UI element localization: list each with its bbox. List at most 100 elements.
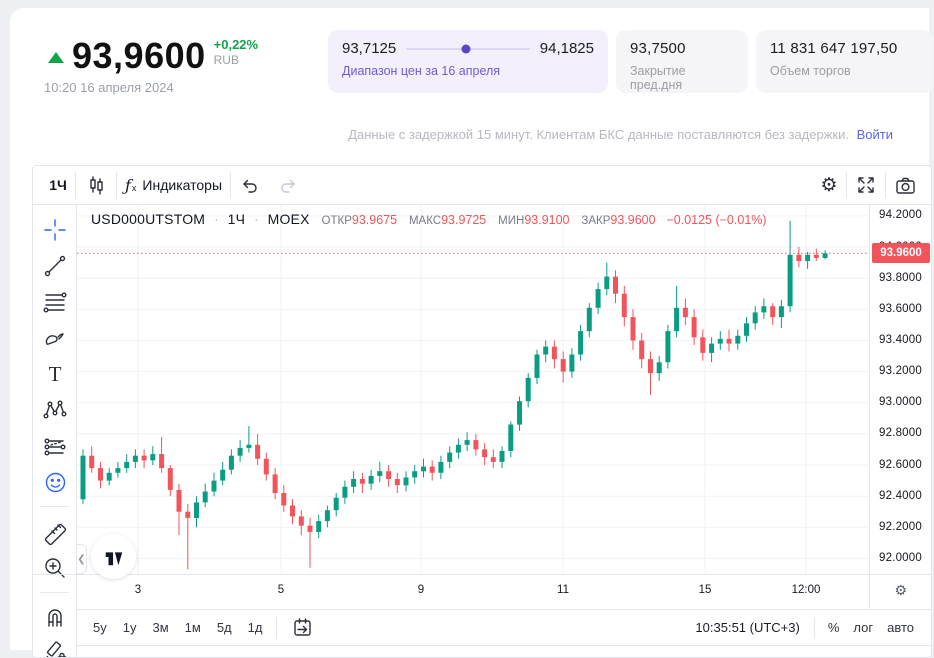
price-axis-label: 92.6000 xyxy=(879,459,922,471)
time-axis-label: 3 xyxy=(135,584,141,596)
crosshair-icon xyxy=(42,217,68,243)
price-axis-label: 92.8000 xyxy=(879,427,922,439)
camera-icon xyxy=(894,174,917,197)
time-axis-label: 12:00 xyxy=(792,584,821,596)
legend-open: 93.9675 xyxy=(352,213,397,227)
last-price: 93,9600 xyxy=(72,34,206,78)
xabcd-pattern-icon xyxy=(42,397,68,423)
chart-legend[interactable]: USD000UTSTOM · 1Ч · MOEX ОТКР93.9675 МАК… xyxy=(91,211,767,227)
fib-retracement-tool[interactable] xyxy=(41,288,69,316)
legend-exchange: MOEX xyxy=(268,211,310,227)
chart-plot-area[interactable] xyxy=(77,205,869,574)
fib-retracement-icon xyxy=(42,289,68,315)
measure-tool[interactable] xyxy=(41,520,69,548)
price-axis-label: 93.2000 xyxy=(879,365,922,377)
trend-line-tool[interactable] xyxy=(41,252,69,280)
day-range-card: 93,7125 94,1825 Диапазон цен за 16 апрел… xyxy=(328,30,608,93)
candles-icon xyxy=(84,173,108,197)
delay-notice: Данные с задержкой 15 минут. Клиентам БК… xyxy=(348,127,893,142)
snapshot-button[interactable] xyxy=(886,170,925,200)
prev-close-label: Закрытие пред.дня xyxy=(630,64,734,92)
time-axis-label: 11 xyxy=(557,584,569,596)
range-button-1y[interactable]: 1y xyxy=(115,616,145,639)
price-axis-label: 92.2000 xyxy=(879,521,922,533)
indicators-label: Индикаторы xyxy=(142,177,222,193)
ruler-icon xyxy=(42,521,69,548)
emoji-tool[interactable] xyxy=(41,468,69,496)
smiley-icon xyxy=(43,470,68,495)
fullscreen-button[interactable] xyxy=(847,170,885,200)
forecast-icon xyxy=(42,433,68,459)
chart-settings-button[interactable]: ⚙ xyxy=(812,170,846,200)
go-to-date-button[interactable] xyxy=(283,613,322,643)
price-up-triangle-icon xyxy=(48,52,64,63)
brush-tool[interactable] xyxy=(41,324,69,352)
chart-type-button[interactable] xyxy=(76,170,116,200)
currency-label: RUB xyxy=(214,53,258,67)
delay-notice-text: Данные с задержкой 15 минут. Клиентам БК… xyxy=(348,127,849,142)
pencil-lock-icon xyxy=(42,639,69,658)
redo-button[interactable] xyxy=(269,170,307,200)
range-low-value: 93,7125 xyxy=(342,40,396,57)
legend-symbol: USD000UTSTOM xyxy=(91,211,205,227)
quote-timestamp: 10:20 16 апреля 2024 xyxy=(44,80,174,95)
auto-scale-button[interactable]: авто xyxy=(880,616,921,639)
time-axis-label: 5 xyxy=(278,584,284,596)
session-clock[interactable]: 10:35:51 (UTC+3) xyxy=(695,620,799,635)
brush-icon xyxy=(42,325,68,351)
volume-label: Объем торгов xyxy=(770,64,919,78)
fullscreen-icon xyxy=(855,174,877,196)
legend-interval: 1Ч xyxy=(228,211,246,227)
price-change-percent: +0,22% xyxy=(214,37,258,52)
time-axis-label: 9 xyxy=(418,584,424,596)
forecast-tool[interactable] xyxy=(41,432,69,460)
prev-close-value: 93,7500 xyxy=(630,40,734,57)
candlestick-svg xyxy=(77,205,869,574)
instrument-price-header: 93,9600 +0,22% RUB xyxy=(48,34,258,78)
range-slider xyxy=(406,48,530,50)
range-button-5y[interactable]: 5y xyxy=(85,616,115,639)
legend-close: 93.9600 xyxy=(610,213,655,227)
text-tool-icon: T xyxy=(49,362,62,387)
text-tool[interactable]: T xyxy=(41,360,69,388)
lock-all-drawings[interactable] xyxy=(41,638,69,658)
fx-icon: ƒ xyxy=(125,176,131,195)
price-axis-label: 92.4000 xyxy=(879,490,922,502)
settings-gear-icon: ⚙ xyxy=(820,176,837,195)
volume-value: 11 831 647 197,50 xyxy=(770,40,919,57)
percent-scale-button[interactable]: % xyxy=(821,616,847,639)
prev-close-card: 93,7500 Закрытие пред.дня xyxy=(616,30,748,93)
tradingview-watermark[interactable] xyxy=(91,534,136,579)
calendar-icon xyxy=(291,616,314,639)
range-button-3м[interactable]: 3м xyxy=(144,616,176,639)
legend-change: −0.0125 (−0.01%) xyxy=(666,213,766,227)
tradingview-logo-icon xyxy=(103,546,125,568)
login-link[interactable]: Войти xyxy=(857,127,893,142)
volume-card: 11 831 647 197,50 Объем торгов xyxy=(756,30,933,93)
undo-icon xyxy=(239,174,261,196)
range-high-value: 94,1825 xyxy=(540,40,594,57)
page-card: 93,9600 +0,22% RUB 10:20 16 апреля 2024 … xyxy=(10,8,929,650)
axis-settings-gear-icon[interactable]: ⚙ xyxy=(894,582,907,599)
trend-line-icon xyxy=(42,253,68,279)
range-card-label: Диапазон цен за 16 апреля xyxy=(342,64,594,78)
undo-button[interactable] xyxy=(231,170,269,200)
crosshair-tool[interactable] xyxy=(41,216,69,244)
range-button-1д[interactable]: 1д xyxy=(240,616,271,639)
price-axis-label: 94.2000 xyxy=(879,209,922,221)
log-scale-button[interactable]: лог xyxy=(846,616,880,639)
range-button-5д[interactable]: 5д xyxy=(209,616,240,639)
price-axis-label: 93.0000 xyxy=(879,396,922,408)
range-button-1м[interactable]: 1м xyxy=(177,616,209,639)
xabcd-pattern-tool[interactable] xyxy=(41,396,69,424)
interval-button[interactable]: 1Ч xyxy=(41,170,75,200)
redo-icon xyxy=(277,174,299,196)
price-axis-label: 92.0000 xyxy=(879,552,922,564)
drawing-panel-collapse-handle[interactable]: ❮ xyxy=(77,544,87,574)
price-axis[interactable]: 93.9600 94.200094.000093.800093.600093.4… xyxy=(870,205,932,574)
